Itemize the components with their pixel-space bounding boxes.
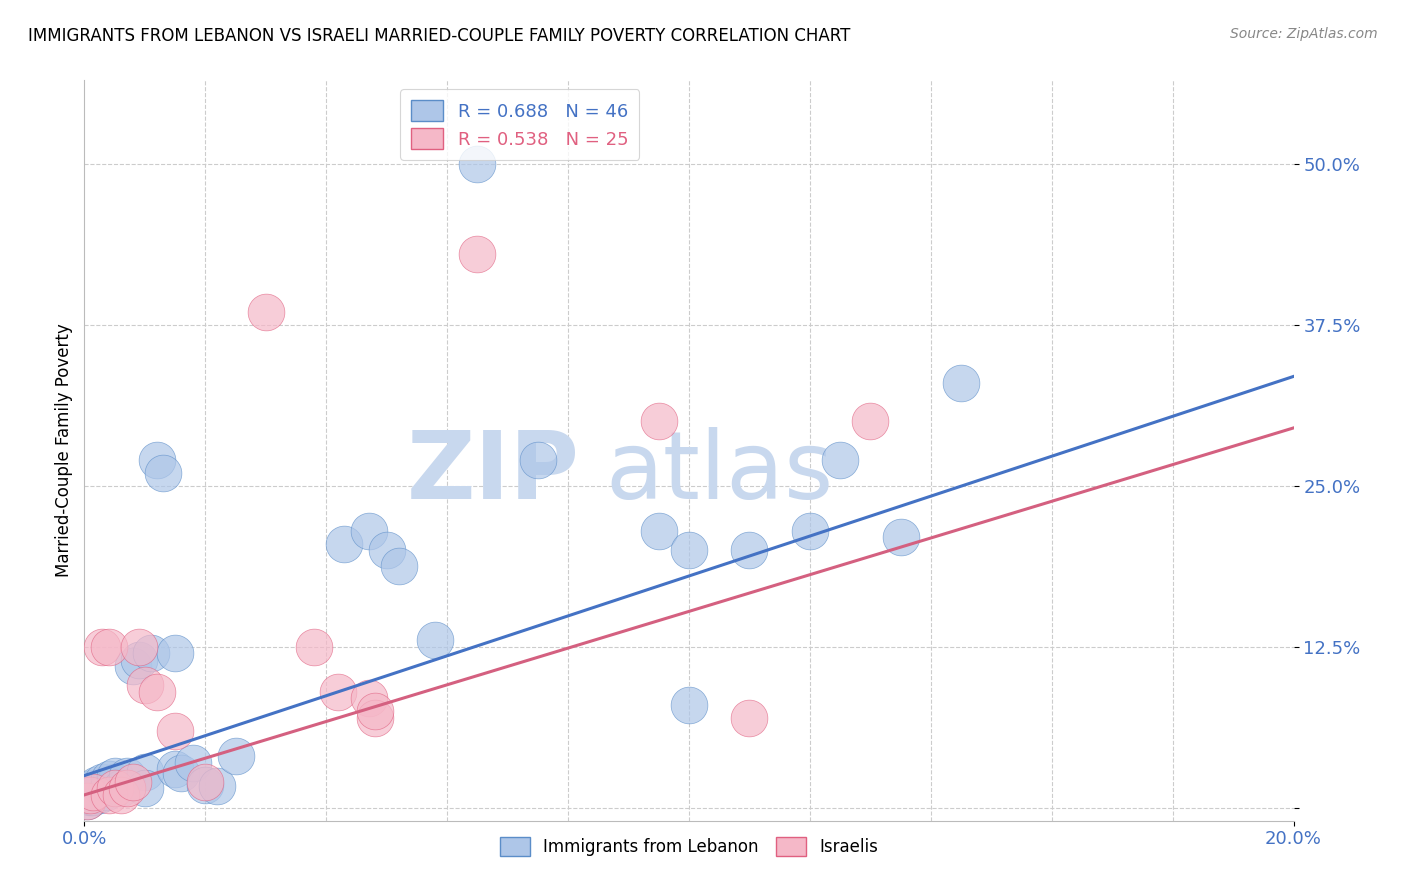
- Point: [97, 788, 120, 802]
- Point: [97, 778, 120, 792]
- Point: [152, 466, 174, 480]
- Text: IMMIGRANTS FROM LEBANON VS ISRAELI MARRIED-COUPLE FAMILY POVERTY CORRELATION CHA: IMMIGRANTS FROM LEBANON VS ISRAELI MARRI…: [28, 27, 851, 45]
- Point: [97, 772, 120, 787]
- Point: [91, 775, 114, 789]
- Point: [799, 524, 821, 538]
- Point: [139, 646, 162, 660]
- Point: [82, 781, 104, 796]
- Point: [86, 785, 108, 799]
- Point: [91, 640, 114, 654]
- Point: [207, 779, 229, 793]
- Point: [82, 785, 104, 799]
- Point: [79, 790, 101, 805]
- Point: [678, 698, 700, 712]
- Point: [94, 785, 117, 799]
- Point: [950, 376, 973, 390]
- Point: [302, 640, 325, 654]
- Point: [165, 723, 187, 738]
- Legend: Immigrants from Lebanon, Israelis: Immigrants from Lebanon, Israelis: [492, 828, 886, 864]
- Point: [128, 653, 150, 667]
- Point: [79, 788, 101, 802]
- Point: [328, 685, 350, 699]
- Point: [110, 781, 132, 796]
- Point: [76, 794, 98, 808]
- Point: [254, 305, 277, 319]
- Point: [375, 543, 398, 558]
- Point: [357, 524, 380, 538]
- Point: [134, 781, 156, 796]
- Point: [76, 794, 98, 808]
- Point: [146, 685, 169, 699]
- Y-axis label: Married-Couple Family Poverty: Married-Couple Family Poverty: [55, 324, 73, 577]
- Point: [104, 775, 127, 789]
- Point: [170, 766, 193, 780]
- Point: [89, 788, 111, 802]
- Point: [194, 778, 217, 792]
- Point: [97, 640, 120, 654]
- Text: atlas: atlas: [606, 426, 834, 518]
- Point: [115, 768, 138, 782]
- Point: [363, 711, 385, 725]
- Point: [830, 453, 852, 467]
- Point: [165, 646, 187, 660]
- Text: ZIP: ZIP: [408, 426, 581, 518]
- Point: [423, 633, 446, 648]
- Point: [121, 659, 143, 673]
- Point: [146, 453, 169, 467]
- Point: [225, 749, 247, 764]
- Point: [467, 247, 489, 261]
- Point: [165, 762, 187, 776]
- Point: [357, 691, 380, 706]
- Point: [121, 775, 143, 789]
- Point: [527, 453, 550, 467]
- Point: [91, 781, 114, 796]
- Point: [110, 788, 132, 802]
- Point: [738, 711, 761, 725]
- Point: [134, 678, 156, 692]
- Point: [128, 640, 150, 654]
- Text: Source: ZipAtlas.com: Source: ZipAtlas.com: [1230, 27, 1378, 41]
- Point: [678, 543, 700, 558]
- Point: [648, 415, 671, 429]
- Point: [134, 764, 156, 779]
- Point: [79, 785, 101, 799]
- Point: [859, 415, 882, 429]
- Point: [388, 558, 411, 573]
- Point: [115, 781, 138, 796]
- Point: [648, 524, 671, 538]
- Point: [86, 778, 108, 792]
- Point: [104, 768, 127, 782]
- Point: [333, 537, 356, 551]
- Point: [194, 775, 217, 789]
- Point: [181, 756, 204, 770]
- Point: [467, 157, 489, 171]
- Point: [363, 704, 385, 718]
- Point: [890, 530, 912, 544]
- Point: [104, 781, 127, 796]
- Point: [738, 543, 761, 558]
- Point: [82, 790, 104, 805]
